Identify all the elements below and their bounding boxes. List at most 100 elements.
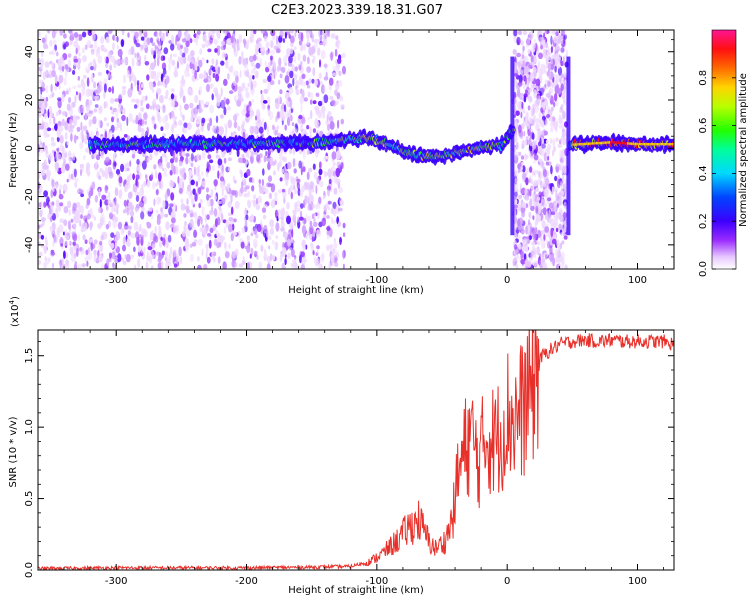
track-peak [636,142,638,146]
noise-speck [341,52,346,59]
noise-speck [127,225,132,230]
noise-speck [65,163,70,171]
noise-speck [220,60,225,66]
noise-speck [529,166,533,173]
noise-speck [76,263,82,269]
noise-speck [553,35,558,44]
noise-speck [560,83,564,92]
track-peak [670,142,672,146]
track-peak [581,142,583,146]
noise-speck [539,87,544,97]
noise-speck [61,65,65,72]
noise-speck [281,247,287,256]
noise-speck [331,151,337,160]
noise-speck [71,101,76,108]
noise-speck [107,30,113,34]
noise-speck [249,253,252,259]
noise-speck [300,104,303,113]
noise-speck [333,187,338,195]
noise-speck [298,160,302,169]
noise-speck [544,30,547,36]
noise-speck [260,45,263,53]
noise-speck [136,166,141,171]
noise-speck [216,45,221,50]
noise-speck [146,250,149,261]
track-peak [617,141,620,144]
track-peak [599,141,601,145]
noise-speck [520,111,523,119]
noise-speck [554,175,558,182]
noise-speck [274,241,279,251]
noise-speck [154,235,159,243]
noise-speck [254,242,257,249]
noise-speck [86,132,90,141]
noise-speck [122,107,126,115]
noise-speck [533,159,536,164]
noise-speck [126,70,130,79]
noise-speck [325,120,330,125]
noise-speck [336,178,339,185]
noise-speck [280,211,285,219]
noise-speck [299,203,304,209]
noise-speck [141,118,145,128]
track-peak [577,143,579,146]
noise-speck [40,234,45,240]
noise-speck [326,244,330,251]
colorbar-tick-label: 0.0 [698,261,709,277]
noise-speck [164,192,168,201]
noise-speck [279,109,285,119]
noise-speck [129,75,132,83]
noise-speck [78,92,82,102]
noise-speck [169,169,173,176]
noise-speck [284,75,290,84]
noise-speck [234,200,240,209]
noise-speck [134,39,138,45]
noise-speck [201,117,206,124]
noise-speck [269,39,275,48]
noise-speck [41,209,44,214]
noise-speck [520,40,524,46]
x-tick-label: -100 [366,275,389,286]
noise-speck [321,217,327,227]
noise-speck [266,182,271,188]
noise-speck [538,112,542,119]
noise-speck [284,257,287,266]
noise-speck [518,74,523,84]
noise-speck [180,111,183,118]
noise-speck [278,57,282,67]
noise-speck [176,253,180,263]
noise-speck [133,246,136,253]
noise-speck [198,187,202,195]
noise-speck [279,253,283,262]
noise-speck [248,76,252,84]
colorbar-tick-label: 0.2 [698,213,709,229]
noise-speck [521,161,524,167]
noise-speck [76,189,80,195]
noise-speck [536,48,539,55]
noise-speck [86,213,91,220]
noise-speck [51,92,55,98]
noise-speck [63,158,66,167]
noise-speck [535,170,540,174]
noise-speck [302,244,306,252]
track-peak [572,143,574,146]
noise-speck [121,89,126,96]
noise-speck [81,87,86,96]
noise-speck [300,46,303,52]
noise-speck [38,190,42,196]
noise-speck [561,251,565,260]
noise-speck [234,262,238,268]
noise-speck [331,216,334,225]
noise-speck [561,128,566,138]
noise-speck [545,161,549,166]
noise-speck [276,125,280,130]
noise-speck [289,175,294,183]
noise-speck [250,81,254,90]
noise-speck [260,90,263,94]
noise-speck [113,207,116,213]
noise-speck [296,182,301,190]
noise-speck [73,233,78,242]
track-peak [576,143,578,146]
noise-speck [310,109,313,120]
noise-speck [334,262,339,267]
